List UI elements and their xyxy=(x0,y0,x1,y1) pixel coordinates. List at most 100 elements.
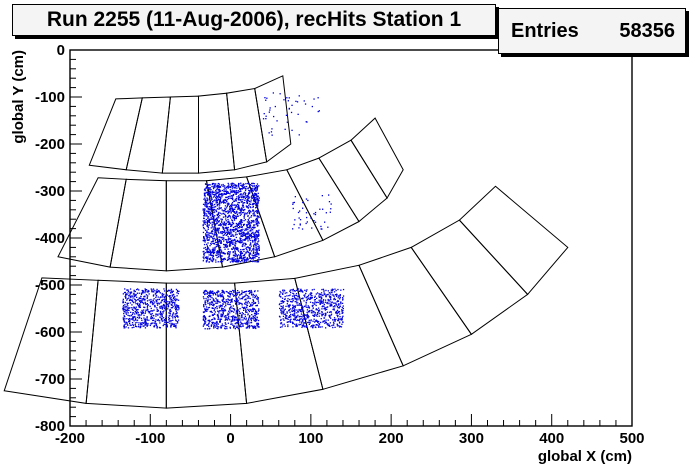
rechit-point xyxy=(306,289,308,291)
rechit-point xyxy=(224,258,226,260)
rechit-point xyxy=(225,226,228,229)
rechit-point xyxy=(296,316,298,319)
rechit-point xyxy=(178,290,180,292)
rechit-point xyxy=(127,302,129,304)
rechit-point xyxy=(310,320,312,322)
rechit-point xyxy=(227,238,229,240)
rechit-point xyxy=(235,313,237,315)
rechit-point xyxy=(221,259,223,261)
rechit-point xyxy=(232,185,235,187)
rechit-point xyxy=(210,195,212,197)
rechit-point xyxy=(220,325,222,327)
rechit-point xyxy=(226,198,228,201)
rechit-point xyxy=(215,297,217,299)
rechit-point xyxy=(229,244,231,247)
rechit-point xyxy=(171,315,173,318)
rechit-point xyxy=(225,231,228,233)
rechit-point xyxy=(238,325,240,327)
rechit-point xyxy=(157,319,159,321)
rechit-point xyxy=(209,191,211,194)
rechit-point xyxy=(243,248,245,250)
rechit-point xyxy=(247,220,250,222)
rechit-point xyxy=(205,213,208,215)
rechit-point xyxy=(256,212,258,214)
rechit-point xyxy=(325,295,327,298)
rechit-point xyxy=(295,324,297,326)
rechit-point xyxy=(314,312,316,314)
rechit-point xyxy=(214,219,216,221)
rechit-point xyxy=(219,301,221,303)
rechit-point xyxy=(127,289,129,291)
rechit-point xyxy=(215,210,218,213)
rechit-point xyxy=(294,219,296,221)
rechit-point xyxy=(240,229,242,231)
rechit-point xyxy=(338,311,340,314)
rechit-point xyxy=(122,306,124,308)
rechit-point xyxy=(302,207,304,209)
rechit-point xyxy=(203,252,205,254)
rechit-point xyxy=(236,256,238,258)
rechit-point xyxy=(252,299,254,302)
rechit-point xyxy=(243,295,245,298)
rechit-point xyxy=(211,205,213,207)
rechit-point xyxy=(175,323,177,325)
rechit-point xyxy=(310,326,312,328)
rechit-point xyxy=(251,184,253,186)
rechit-point xyxy=(288,306,290,308)
rechit-point xyxy=(219,198,221,201)
rechit-point xyxy=(268,111,270,113)
rechit-point xyxy=(342,307,344,310)
rechit-point xyxy=(297,113,299,115)
rechit-point xyxy=(214,313,216,315)
rechit-point xyxy=(206,299,208,301)
station1-ring2-chamber-hits xyxy=(202,182,260,263)
rechit-point xyxy=(248,197,250,199)
rechit-point xyxy=(251,301,253,304)
rechit-point xyxy=(328,314,330,316)
rechit-point xyxy=(313,98,315,100)
rechit-point xyxy=(169,296,171,298)
rechit-point xyxy=(217,213,219,216)
rechit-point xyxy=(253,203,255,205)
rechit-point xyxy=(258,216,260,218)
rechit-point xyxy=(231,207,233,209)
rechit-point xyxy=(138,297,140,299)
rechit-point xyxy=(294,323,296,325)
rechit-point xyxy=(206,239,209,241)
rechit-point xyxy=(251,292,253,294)
rechit-point xyxy=(219,320,221,323)
rechit-point xyxy=(144,324,146,326)
rechit-point xyxy=(252,258,254,260)
rechit-point xyxy=(250,187,253,190)
rechit-point xyxy=(238,222,241,224)
rechit-point xyxy=(149,324,151,327)
rechit-point xyxy=(203,311,206,313)
rechit-point xyxy=(213,251,215,253)
rechit-point xyxy=(233,308,236,311)
rechit-point xyxy=(281,326,283,328)
rechit-point xyxy=(127,314,129,316)
rechit-point xyxy=(134,306,136,309)
rechit-point xyxy=(212,250,214,252)
rechit-point xyxy=(235,193,237,195)
rechit-point xyxy=(204,293,206,296)
rechit-point xyxy=(229,205,231,208)
rechit-point xyxy=(240,208,242,211)
rechit-point xyxy=(250,235,253,237)
rechit-point xyxy=(253,195,256,197)
rechit-point xyxy=(142,290,144,292)
rechit-point xyxy=(229,215,231,217)
rechit-point xyxy=(305,290,307,292)
rechit-point xyxy=(253,236,255,239)
rechit-point xyxy=(234,239,236,241)
rechit-point xyxy=(284,295,286,298)
rechit-point xyxy=(240,241,242,243)
rechit-point xyxy=(159,316,161,318)
rechit-point xyxy=(299,223,301,225)
rechit-point xyxy=(321,301,323,303)
rechit-point xyxy=(239,188,241,191)
rechit-point xyxy=(252,202,254,205)
rechit-point xyxy=(248,290,251,292)
rechit-point xyxy=(216,292,218,294)
rechit-point xyxy=(218,305,220,307)
